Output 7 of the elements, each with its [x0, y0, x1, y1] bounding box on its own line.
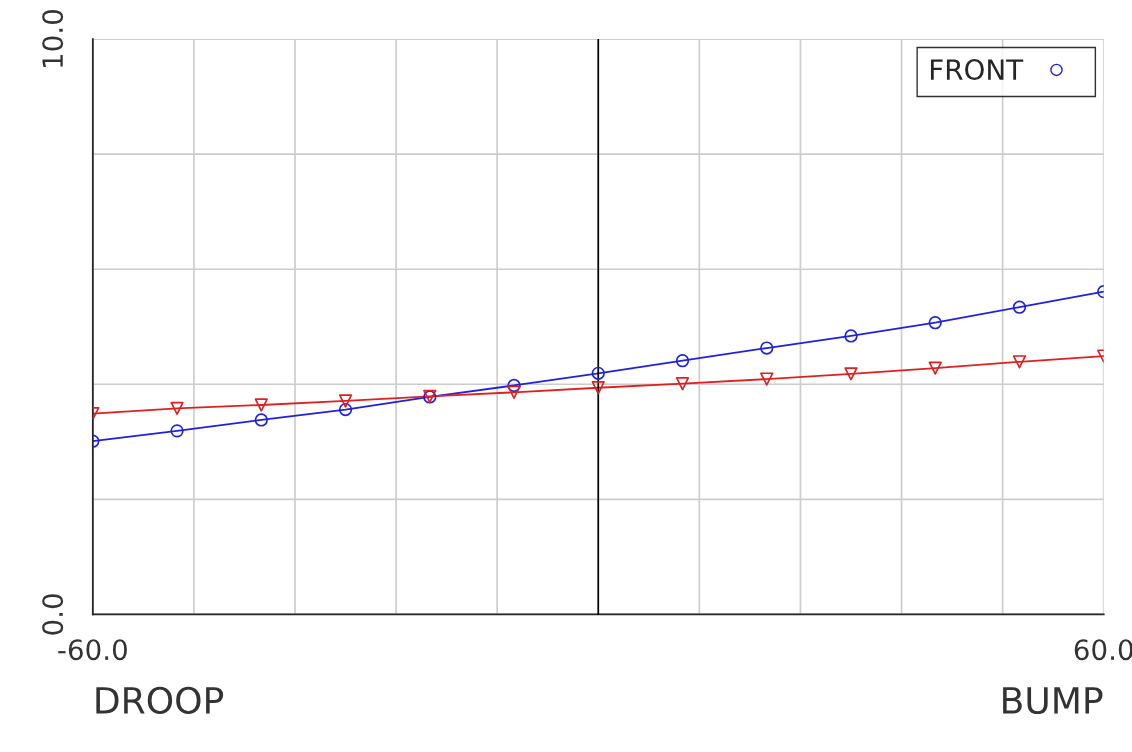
x-tick-label: -60.0 — [58, 639, 127, 661]
text: DROOP — [96, 686, 224, 715]
text: BUMP — [1003, 687, 1103, 715]
y-tick-label: 10.0 — [42, 10, 64, 67]
y-tick-label: 0.0 — [42, 594, 64, 635]
x-tick-label: 60.0 — [1074, 639, 1132, 661]
legend-label: FRONT — [930, 59, 1024, 81]
